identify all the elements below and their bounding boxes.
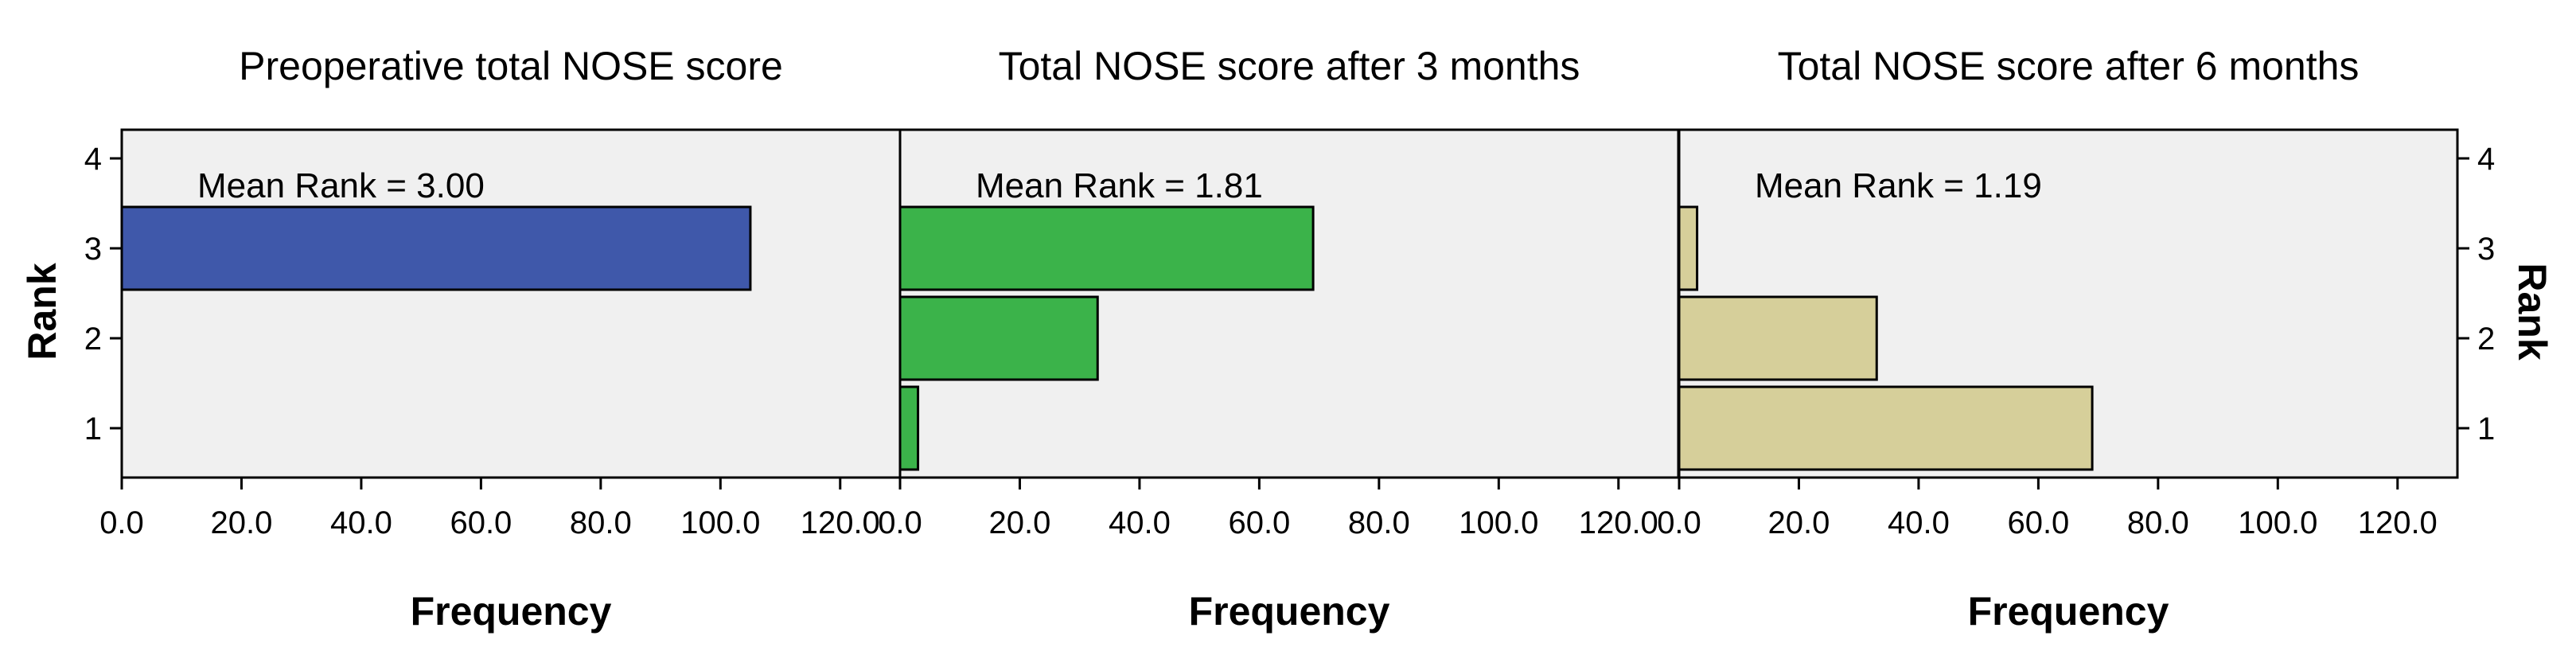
bar-rank-3 xyxy=(120,205,752,291)
y-tick-label-left: 3 xyxy=(84,232,102,267)
x-axis-title: Frequency xyxy=(411,589,612,634)
mean-rank-label: Mean Rank = 1.19 xyxy=(1755,166,2042,205)
x-tick-label: 100.0 xyxy=(2238,505,2317,540)
x-tick-label: 80.0 xyxy=(1348,505,1410,540)
y-axis-title-right: Rank xyxy=(2510,263,2555,360)
x-tick-label: 60.0 xyxy=(450,505,512,540)
y-tick-label-right: 4 xyxy=(2477,142,2495,177)
panel-title: Preoperative total NOSE score xyxy=(239,44,783,88)
x-axis-title: Frequency xyxy=(1968,589,2169,634)
y-tick-label-left: 1 xyxy=(84,411,102,447)
x-tick-label: 40.0 xyxy=(330,505,392,540)
bar-rank-2 xyxy=(1678,295,1878,381)
y-axis-title-left: Rank xyxy=(20,263,64,360)
x-tick-label: 0.0 xyxy=(1657,505,1701,540)
x-tick-label: 60.0 xyxy=(2007,505,2069,540)
x-tick-label: 40.0 xyxy=(1888,505,1950,540)
x-tick-label: 0.0 xyxy=(99,505,144,540)
bar-rank-2 xyxy=(898,295,1099,381)
y-tick-label-right: 3 xyxy=(2477,232,2495,267)
x-tick-label: 0.0 xyxy=(878,505,922,540)
mean-rank-label: Mean Rank = 1.81 xyxy=(976,166,1263,205)
y-tick-label-left: 4 xyxy=(84,142,102,177)
x-tick-label: 120.0 xyxy=(801,505,880,540)
panel-title: Total NOSE score after 3 months xyxy=(999,44,1580,88)
bar-rank-1 xyxy=(1678,385,2094,471)
mean-rank-label: Mean Rank = 3.00 xyxy=(197,166,485,205)
x-tick-label: 20.0 xyxy=(989,505,1051,540)
x-tick-label: 40.0 xyxy=(1109,505,1171,540)
x-tick-label: 60.0 xyxy=(1228,505,1290,540)
x-tick-label: 20.0 xyxy=(1768,505,1830,540)
panel-frame xyxy=(1678,128,2459,479)
x-tick-label: 120.0 xyxy=(1579,505,1658,540)
x-tick-label: 100.0 xyxy=(680,505,760,540)
y-tick-label-right: 2 xyxy=(2477,322,2495,357)
x-tick-label: 100.0 xyxy=(1459,505,1538,540)
bar-rank-3 xyxy=(1678,205,1699,291)
bar-rank-1 xyxy=(898,385,920,471)
x-axis-title: Frequency xyxy=(1189,589,1390,634)
y-tick-label-left: 2 xyxy=(84,322,102,357)
panel-title: Total NOSE score after 6 months xyxy=(1778,44,2360,88)
y-tick-label-right: 1 xyxy=(2477,411,2495,447)
bar-rank-3 xyxy=(898,205,1315,291)
x-tick-label: 120.0 xyxy=(2358,505,2438,540)
x-tick-label: 20.0 xyxy=(211,505,273,540)
x-tick-label: 80.0 xyxy=(2127,505,2189,540)
x-tick-label: 80.0 xyxy=(570,505,632,540)
